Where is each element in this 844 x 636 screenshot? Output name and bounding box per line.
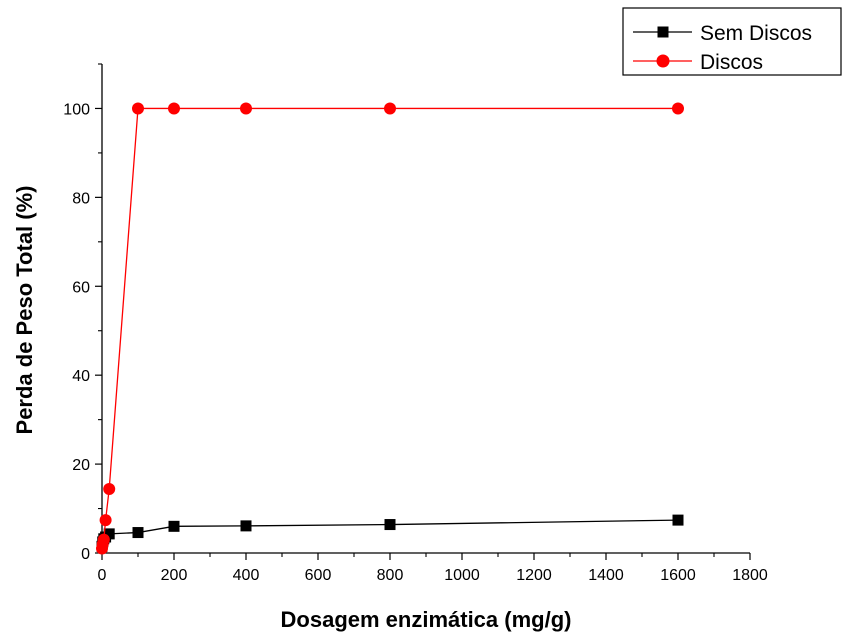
data-point [384, 102, 396, 115]
legend-marker [657, 26, 669, 38]
legend-marker [656, 54, 670, 68]
y-tick-label: 80 [72, 190, 90, 207]
x-tick-label: 400 [233, 567, 260, 584]
axes: 0 200 400 600 800 1000 1200 1400 1600 1800 0 20 40 60… [63, 63, 768, 584]
series-layer [96, 102, 684, 555]
series-2 [96, 102, 684, 555]
x-tick-label: 600 [305, 567, 332, 584]
data-point [168, 102, 180, 115]
y-tick-label: 20 [72, 457, 90, 474]
y-tick-label: 0 [81, 546, 90, 563]
y-axis-title: Perda de Peso Total (%) [12, 186, 37, 435]
legend-item: Discos [633, 51, 763, 74]
legend-item: Sem Discos [633, 22, 812, 45]
x-tick-label: 1400 [588, 567, 624, 584]
legend: Sem Discos Discos [622, 7, 842, 76]
y-tick-label: 60 [72, 279, 90, 296]
x-axis-title: Dosagem enzimática (mg/g) [281, 607, 572, 632]
x-tick-label: 200 [161, 567, 188, 584]
data-point [97, 533, 110, 546]
series-1 [96, 514, 684, 552]
data-point [672, 514, 684, 526]
legend-items: Sem Discos Discos [633, 22, 812, 74]
data-point [240, 520, 252, 532]
y-tick-label: 40 [72, 368, 90, 385]
series-line [101, 107, 678, 549]
legend-label: Sem Discos [700, 22, 812, 45]
data-point [132, 102, 144, 115]
data-point [132, 527, 144, 539]
data-point [672, 102, 684, 115]
x-tick-label: 800 [377, 567, 404, 584]
data-point [168, 520, 180, 532]
data-point [103, 528, 115, 540]
data-point [240, 102, 252, 115]
data-point [99, 514, 112, 527]
x-tick-label: 1800 [732, 567, 768, 584]
legend-label: Discos [700, 51, 763, 74]
x-tick-label: 1200 [516, 567, 552, 584]
x-tick-label: 1000 [444, 567, 480, 584]
x-tick-label: 0 [98, 567, 107, 584]
y-tick-label: 100 [63, 101, 90, 118]
data-point [384, 519, 396, 531]
x-tick-label: 1600 [660, 567, 696, 584]
data-point [103, 482, 116, 495]
